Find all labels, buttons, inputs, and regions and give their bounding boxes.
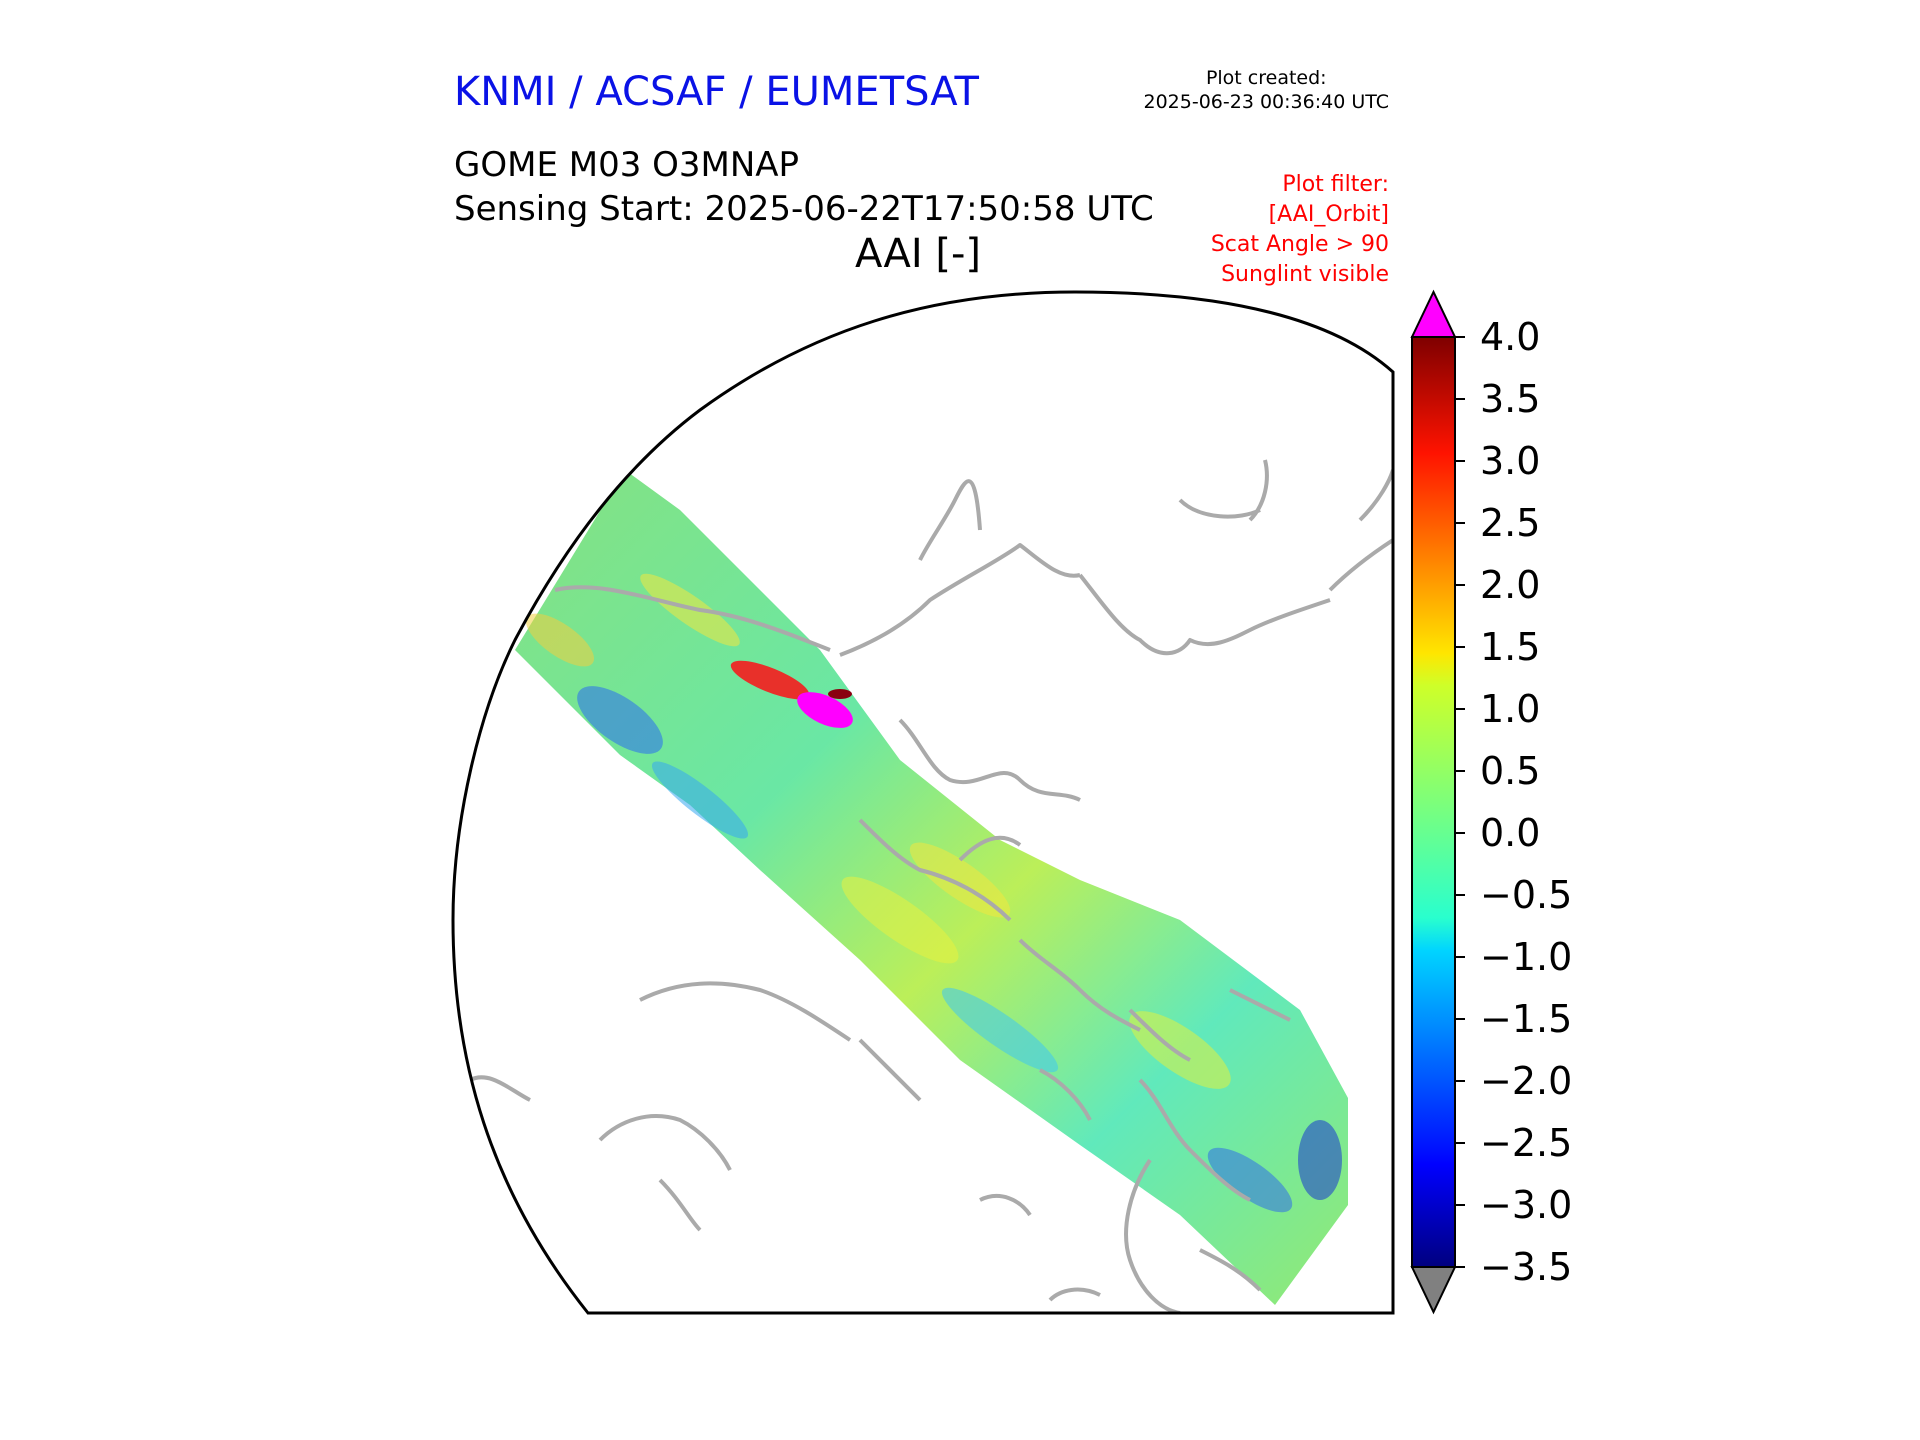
colorbar-tick-label: 1.0 <box>1480 687 1541 731</box>
map-border <box>451 290 1395 1315</box>
colorbar-tick-label: −1.5 <box>1480 997 1573 1041</box>
colorbar-tick-label: −3.0 <box>1480 1183 1573 1227</box>
colorbar-tick-label: −1.0 <box>1480 935 1573 979</box>
filter-title: Plot filter: <box>1282 172 1389 197</box>
high-aai-plume-dark <box>828 689 852 699</box>
colorbar-under-arrow <box>1410 1266 1457 1315</box>
colorbar-tick-label: −2.0 <box>1480 1059 1573 1103</box>
colorbar-tick-label: 1.5 <box>1480 625 1541 669</box>
organization-title: KNMI / ACSAF / EUMETSAT <box>454 69 979 115</box>
high-aai-plume-magenta <box>797 692 853 728</box>
sensing-start: Sensing Start: 2025-06-22T17:50:58 UTC <box>454 189 1154 229</box>
colorbar-tick-label: 2.5 <box>1480 501 1541 545</box>
colorbar-tick-label: 3.5 <box>1480 377 1541 421</box>
product-title: GOME M03 O3MNAP <box>454 145 800 185</box>
plot-created-label: Plot created: <box>1205 67 1327 89</box>
colorbar-tick-label: 4.0 <box>1480 315 1541 359</box>
coastlines <box>469 459 1393 1313</box>
colorbar-tick-label: 3.0 <box>1480 439 1541 483</box>
plot-filter-info: Plot filter: [AAI_Orbit] Scat Angle > 90… <box>1211 170 1389 290</box>
colorbar-tick-label: −0.5 <box>1480 873 1573 917</box>
plot-created-info: Plot created: 2025-06-23 00:36:40 UTC <box>1144 66 1390 114</box>
map-area <box>469 459 1393 1313</box>
colorbar-tick-label: −3.5 <box>1480 1245 1573 1289</box>
high-aai-plume-red <box>730 660 810 700</box>
satellite-swath <box>515 470 1348 1305</box>
filter-line-3: Sunglint visible <box>1221 262 1389 287</box>
colorbar-over-arrow <box>1410 289 1457 338</box>
colorbar-gradient <box>1411 336 1456 1268</box>
plot-created-value: 2025-06-23 00:36:40 UTC <box>1143 91 1390 113</box>
colorbar-tick-label: 2.0 <box>1480 563 1541 607</box>
colorbar-tick-label: −2.5 <box>1480 1121 1573 1165</box>
variable-title: AAI [-] <box>855 231 981 277</box>
colorbar-tick-marks <box>1455 336 1465 1268</box>
filter-line-2: Scat Angle > 90 <box>1210 232 1389 257</box>
colorbar-tick-label: 0.5 <box>1480 749 1541 793</box>
filter-line-1: [AAI_Orbit] <box>1268 202 1389 227</box>
colorbar-tick-label: 0.0 <box>1480 811 1541 855</box>
